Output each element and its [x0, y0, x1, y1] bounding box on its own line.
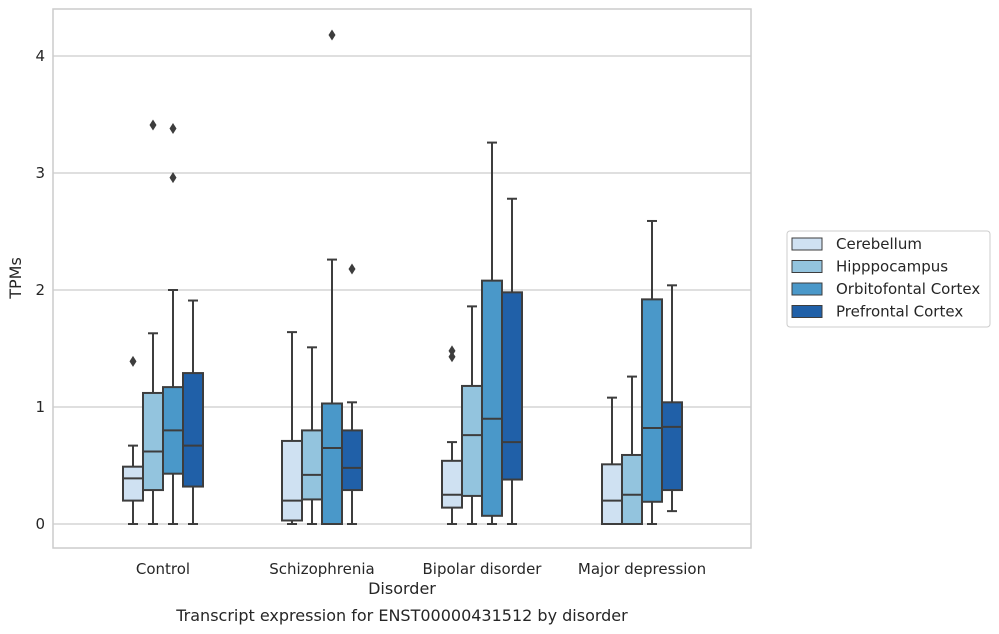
boxes — [122, 29, 683, 525]
box-group — [661, 284, 683, 513]
box — [182, 372, 204, 488]
box — [341, 429, 363, 492]
box — [281, 439, 303, 522]
x-tick-label: Control — [136, 560, 190, 578]
legend-label: Hipppocampus — [836, 258, 948, 276]
x-tick-label: Schizophrenia — [269, 560, 374, 578]
outlier-point — [169, 172, 177, 184]
box — [301, 429, 323, 501]
y-tick-label: 0 — [35, 515, 45, 533]
legend-swatch — [791, 282, 823, 296]
box-group — [641, 219, 663, 525]
legend-swatch — [791, 260, 823, 273]
box-group — [461, 305, 483, 525]
box — [501, 291, 523, 481]
x-tick-labels: Control Schizophrenia Bipolar disorder Majo… — [136, 560, 706, 578]
legend: Cerebellum Hipppocampus Orbitofontal Corte… — [786, 230, 991, 328]
box-group — [501, 197, 523, 525]
legend-frame — [786, 230, 991, 328]
box — [621, 453, 643, 525]
chart-title: Transcript expression for ENST0000043151… — [175, 606, 628, 625]
box — [641, 298, 663, 503]
outlier-point — [169, 123, 177, 135]
outlier-point — [448, 351, 456, 363]
box — [321, 402, 343, 525]
legend-swatch — [791, 305, 823, 318]
x-axis-label: Disorder — [368, 579, 436, 598]
outlier-point — [328, 29, 336, 41]
legend-label: Cerebellum — [836, 235, 922, 253]
box-group — [281, 331, 303, 525]
y-tick-label: 2 — [35, 281, 45, 299]
legend-swatch — [791, 237, 823, 251]
box — [142, 391, 164, 492]
box — [122, 465, 144, 502]
y-tick-label: 1 — [35, 398, 45, 416]
box-group — [142, 119, 164, 525]
box-group — [621, 375, 643, 525]
box — [441, 459, 463, 509]
legend-label: Prefrontal Cortex — [836, 303, 963, 321]
box — [601, 463, 623, 525]
box-group — [321, 29, 343, 525]
box — [661, 401, 683, 492]
y-tick-label: 3 — [35, 164, 45, 182]
outlier-point — [129, 355, 137, 367]
plot-frame — [52, 8, 752, 549]
legend-label: Orbitofontal Cortex — [836, 280, 980, 298]
box-group — [122, 355, 144, 525]
y-axis-label: TPMs — [6, 257, 25, 300]
box — [461, 384, 483, 497]
box-group — [182, 299, 204, 525]
y-tick-label: 4 — [35, 47, 45, 65]
x-tick-label: Major depression — [578, 560, 706, 578]
y-tick-labels: 0 1 2 3 4 — [35, 47, 45, 533]
box — [481, 279, 503, 517]
box-group — [162, 123, 184, 525]
box-group — [341, 263, 363, 525]
box-group — [441, 345, 463, 525]
outlier-point — [448, 345, 456, 357]
outlier-point — [149, 119, 157, 131]
x-tick-label: Bipolar disorder — [423, 560, 543, 578]
outlier-point — [348, 263, 356, 275]
